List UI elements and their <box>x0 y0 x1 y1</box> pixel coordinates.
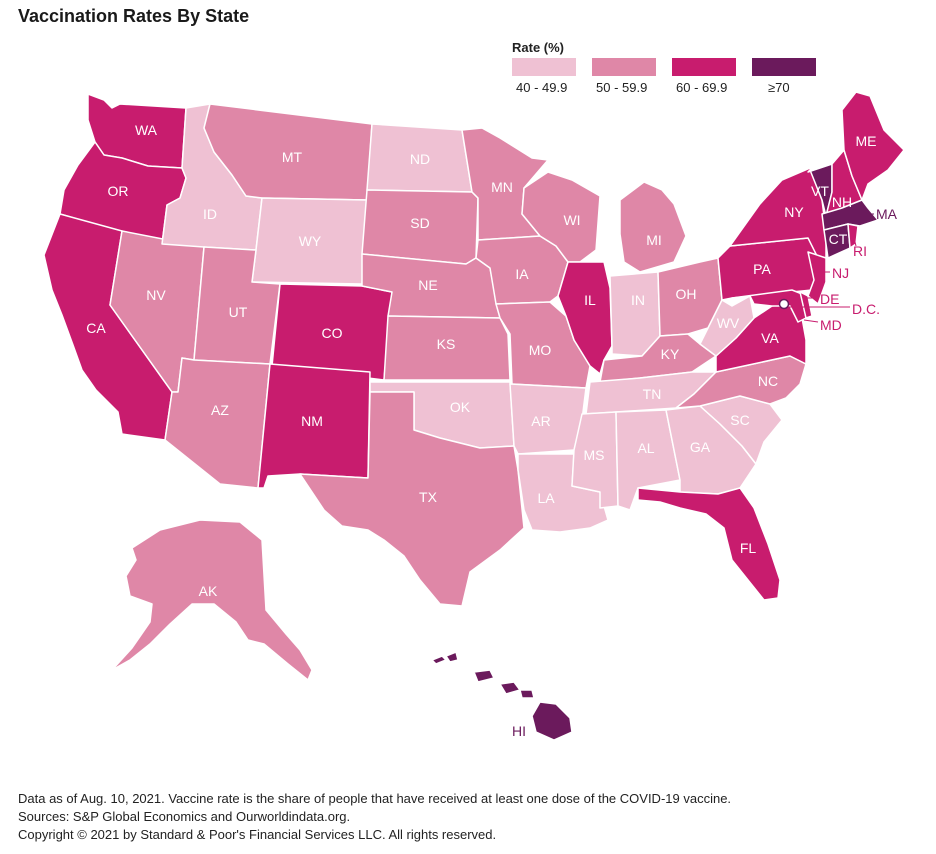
label-VT: VT <box>811 183 829 199</box>
state-CT[interactable] <box>823 223 851 259</box>
label-NJ: NJ <box>832 265 849 281</box>
label-WA: WA <box>135 122 158 138</box>
label-PA: PA <box>753 261 771 277</box>
legend-title: Rate (%) <box>512 40 565 55</box>
label-UT: UT <box>229 304 248 320</box>
state-TX[interactable] <box>299 391 525 607</box>
label-MT: MT <box>282 149 303 165</box>
state-MD[interactable] <box>731 289 807 323</box>
label-RI: RI <box>853 243 867 259</box>
label-GA: GA <box>690 439 711 455</box>
state-DE[interactable] <box>799 291 813 319</box>
label-ME: ME <box>856 133 877 149</box>
label-LA: LA <box>537 490 555 506</box>
label-CT: CT <box>829 231 848 247</box>
state-IL[interactable] <box>557 261 613 375</box>
us-choropleth-map: WA OR CA NV ID MT WY UT AZ CO NM ND SD N… <box>43 91 905 741</box>
map-title: Vaccination Rates By State <box>18 6 250 26</box>
label-WI: WI <box>563 212 580 228</box>
label-NE: NE <box>418 277 437 293</box>
legend-swatch-50-59 <box>592 58 656 76</box>
legend-swatch-70-plus <box>752 58 816 76</box>
leader-RI <box>853 237 857 247</box>
state-AK[interactable] <box>111 519 313 681</box>
label-NM: NM <box>301 413 323 429</box>
label-MS: MS <box>584 447 605 463</box>
label-KS: KS <box>437 336 456 352</box>
label-ND: ND <box>410 151 430 167</box>
label-FL: FL <box>740 540 757 556</box>
label-OH: OH <box>676 286 697 302</box>
legend-swatch-60-69 <box>672 58 736 76</box>
state-NJ[interactable] <box>807 251 827 305</box>
label-NH: NH <box>832 194 852 210</box>
legend-swatch-40-49 <box>512 58 576 76</box>
label-ID: ID <box>203 206 217 222</box>
label-CO: CO <box>322 325 343 341</box>
label-AZ: AZ <box>211 402 229 418</box>
label-SC: SC <box>730 412 749 428</box>
state-AZ[interactable] <box>164 357 271 489</box>
label-DE: DE <box>820 291 839 307</box>
label-IA: IA <box>515 266 529 282</box>
label-MN: MN <box>491 179 513 195</box>
label-HI: HI <box>512 723 526 739</box>
label-NV: NV <box>146 287 166 303</box>
label-AK: AK <box>199 583 218 599</box>
label-MA: MA <box>876 206 898 222</box>
label-OK: OK <box>450 399 471 415</box>
label-NY: NY <box>784 204 804 220</box>
label-SD: SD <box>410 215 429 231</box>
state-ME[interactable] <box>841 91 905 201</box>
state-WY[interactable] <box>251 197 368 285</box>
footer: Data as of Aug. 10, 2021. Vaccine rate i… <box>18 790 731 844</box>
label-TN: TN <box>643 386 662 402</box>
dc-marker <box>778 298 790 310</box>
label-NC: NC <box>758 373 778 389</box>
state-MI[interactable] <box>619 181 687 273</box>
state-FL[interactable] <box>637 487 781 601</box>
label-MO: MO <box>529 342 552 358</box>
label-IL: IL <box>584 292 596 308</box>
footer-note: Data as of Aug. 10, 2021. Vaccine rate i… <box>18 791 732 806</box>
label-OR: OR <box>108 183 129 199</box>
state-MO[interactable] <box>495 301 591 389</box>
label-IN: IN <box>631 292 645 308</box>
label-AR: AR <box>531 413 550 429</box>
legend: Rate (%) 40 - 49.9 50 - 59.9 60 - 69.9 ≥… <box>500 40 830 100</box>
label-AL: AL <box>637 440 654 456</box>
legend-label-40-49: 40 - 49.9 <box>516 80 568 95</box>
label-WV: WV <box>717 315 740 331</box>
legend-label-60-69: 60 - 69.9 <box>676 80 728 95</box>
legend-label-70-plus: ≥70 <box>768 80 790 95</box>
label-KY: KY <box>661 346 680 362</box>
label-MD: MD <box>820 317 842 333</box>
label-TX: TX <box>419 489 438 505</box>
state-HI[interactable] <box>431 651 573 741</box>
leader-MD <box>803 319 819 323</box>
label-MI: MI <box>646 232 662 248</box>
footer-sources: Sources: S&P Global Economics and Ourwor… <box>18 809 351 824</box>
footer-copyright: Copyright © 2021 by Standard & Poor's Fi… <box>18 827 497 842</box>
label-CA: CA <box>86 320 106 336</box>
label-VA: VA <box>761 330 779 346</box>
state-KS[interactable] <box>383 315 511 381</box>
legend-label-50-59: 50 - 59.9 <box>596 80 648 95</box>
label-WY: WY <box>299 233 322 249</box>
label-DC: D.C. <box>852 301 880 317</box>
